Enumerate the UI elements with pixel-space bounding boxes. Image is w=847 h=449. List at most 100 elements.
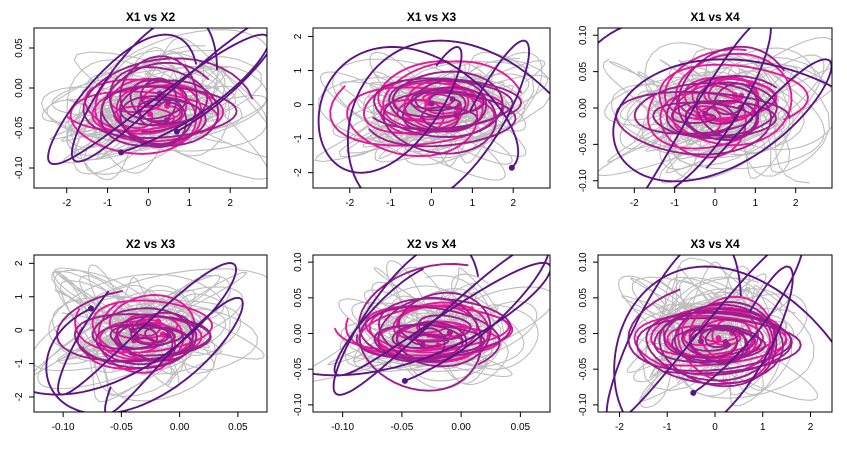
trajectory-3-endpoint <box>173 128 180 135</box>
y-tick-label: 0 <box>293 101 304 107</box>
trajectory-2-path <box>76 322 193 366</box>
trajectory-3-endpoint <box>690 389 697 396</box>
trajectory-2-endpoint <box>723 342 729 349</box>
trajectory-2-path <box>372 79 514 133</box>
plot-title: X1 vs X4 <box>690 10 740 24</box>
x-tick-label: 0 <box>146 198 152 209</box>
trajectory-2-path <box>658 301 793 388</box>
x-tick-label: 0.05 <box>511 422 531 433</box>
y-tick-label: -1 <box>14 359 25 368</box>
plot-title: X1 vs X3 <box>407 10 457 24</box>
trajectory-2-path <box>357 263 512 368</box>
trajectory-2-endpoint <box>163 117 170 124</box>
panel-x1-x4: -2 -1 0 1 2 -0.10 -0.05 0.00 0.05 0.10 X1 vs X4 <box>578 10 833 209</box>
curves-group <box>34 262 267 412</box>
plot-title: X1 vs X2 <box>126 10 176 24</box>
x-tick-label: -0.05 <box>390 422 413 433</box>
trajectory-2-path <box>99 61 210 148</box>
y-tick-label: 0.10 <box>578 25 589 45</box>
panel-x3-x4: -2 -1 0 1 2 -0.10 -0.05 0.00 0.05 0.10 X3 vs X4 <box>578 237 833 433</box>
y-tick-label: -1 <box>293 134 304 143</box>
plot-title: X2 vs X3 <box>126 237 176 251</box>
y-tick-label: 0.10 <box>578 252 589 272</box>
y-tick-label: 1 <box>14 294 25 300</box>
x-tick-label: -0.10 <box>331 422 354 433</box>
x-tick-label: 0 <box>712 422 718 433</box>
trajectory-1-path <box>69 85 219 155</box>
trajectory-3-path <box>313 261 550 377</box>
trajectory-3-endpoint <box>401 377 408 384</box>
trajectory-2-path <box>116 311 212 362</box>
y-tick-label: -0.10 <box>293 393 304 416</box>
y-tick-label: 0.00 <box>578 323 589 343</box>
x-tick-label: 0.00 <box>170 422 190 433</box>
y-tick-label: -0.05 <box>293 357 304 380</box>
trajectory-3-endpoint <box>88 305 94 312</box>
trajectory-2-path <box>355 321 486 363</box>
trajectory-3-path <box>317 46 520 174</box>
curves-group <box>40 28 267 181</box>
y-tick-label: -0.10 <box>578 393 589 416</box>
x-tick-label: -2 <box>345 198 354 209</box>
trajectory-2-path <box>615 82 791 156</box>
trajectory-2-endpoint <box>165 99 172 106</box>
y-tick-label: 2 <box>14 260 25 266</box>
trajectory-3-path <box>613 265 832 412</box>
panel-x2-x4: -0.10 -0.05 0.00 0.05 -0.10 -0.05 0.00 0.05 0.10… <box>293 237 551 433</box>
x-tick-label: -1 <box>386 198 395 209</box>
curves-group <box>605 255 832 412</box>
x-tick-label: 2 <box>510 198 516 209</box>
trajectory-3-path <box>34 262 237 396</box>
x-tick-label: 2 <box>808 422 814 433</box>
curves-group <box>313 255 550 396</box>
y-tick-label: 2 <box>293 33 304 39</box>
panel-x2-x3: -0.10 -0.05 0.00 0.05 -2 -1 0 1 2 X2 vs X3 <box>14 237 268 433</box>
y-tick-label: 0.00 <box>293 323 304 343</box>
x-tick-label: 1 <box>187 198 193 209</box>
plot-title: X3 vs X4 <box>690 237 740 251</box>
y-tick-label: 0.05 <box>14 38 25 58</box>
trajectory-3-path <box>45 296 244 412</box>
x-tick-label: -2 <box>630 198 639 209</box>
trajectory-2-path <box>368 86 517 155</box>
x-tick-label: -0.10 <box>52 422 75 433</box>
x-tick-label: 1 <box>760 422 766 433</box>
x-tick-label: -2 <box>62 198 71 209</box>
y-tick-label: 0.00 <box>578 98 589 118</box>
y-tick-label: -2 <box>14 392 25 401</box>
y-tick-label: 0.05 <box>578 288 589 308</box>
y-tick-label: 0 <box>14 327 25 333</box>
y-tick-label: -0.05 <box>14 116 25 139</box>
y-tick-label: 0.05 <box>578 61 589 81</box>
trajectory-3-path <box>598 28 772 188</box>
x-tick-label: 1 <box>470 198 476 209</box>
plot-title: X2 vs X4 <box>407 237 457 251</box>
trajectory-3-path <box>332 255 549 396</box>
curves-group <box>314 39 550 188</box>
y-tick-label: -0.05 <box>578 357 589 380</box>
y-tick-label: 1 <box>293 67 304 73</box>
y-tick-label: 0.05 <box>293 288 304 308</box>
y-tick-label: 0.10 <box>293 252 304 272</box>
trajectory-2-endpoint <box>428 100 435 107</box>
plot-frame <box>33 27 268 189</box>
trajectory-3-path <box>612 58 832 183</box>
x-tick-label: -1 <box>670 198 679 209</box>
y-tick-label: 0.00 <box>14 78 25 98</box>
x-tick-label: 0.05 <box>228 422 248 433</box>
panel-x1-x2: -2 -1 0 1 2 -0.10 -0.05 0.00 0.05 X1 vs X2 <box>14 10 268 209</box>
x-tick-label: -0.05 <box>110 422 133 433</box>
x-tick-label: 2 <box>227 198 233 209</box>
x-tick-label: -1 <box>103 198 112 209</box>
trajectory-3-endpoint <box>118 149 125 156</box>
x-tick-label: -1 <box>663 422 672 433</box>
x-tick-label: 2 <box>793 198 799 209</box>
plot-frame <box>33 254 268 413</box>
trajectory-2-endpoint <box>453 112 460 119</box>
trajectory-1-path <box>677 295 787 384</box>
x-tick-label: -2 <box>615 422 624 433</box>
curves-group <box>598 28 832 188</box>
y-tick-label: -0.10 <box>14 156 25 179</box>
background-path <box>66 52 188 181</box>
x-tick-label: 0 <box>429 198 435 209</box>
